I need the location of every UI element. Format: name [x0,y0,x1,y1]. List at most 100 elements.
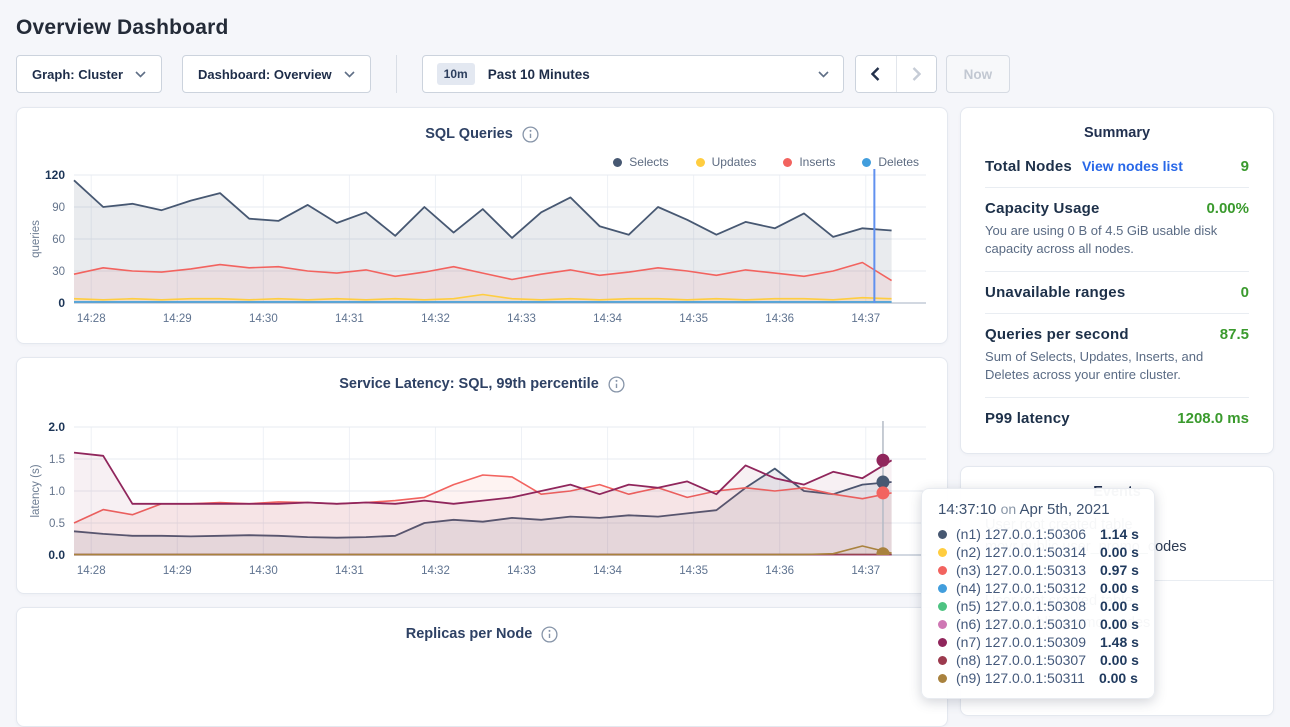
tooltip-row: (n8) 127.0.0.1:50307 0.00 s [938,651,1139,669]
replicas-per-node-chart-panel: Replicas per Node [16,607,949,727]
graph-dropdown[interactable]: Graph: Cluster [16,55,163,93]
info-icon[interactable] [541,625,558,643]
summary-label: Unavailable ranges [985,283,1126,301]
prev-time-button[interactable] [855,56,896,92]
summary-panel: Summary Total Nodes View nodes list 9 Ca… [960,107,1274,454]
dashboard-dropdown-label: Dashboard: Overview [198,66,332,82]
svg-text:14:37: 14:37 [851,565,880,577]
now-button[interactable]: Now [945,55,1011,93]
svg-text:90: 90 [52,202,65,214]
summary-row-unavailable-ranges: Unavailable ranges 0 [985,270,1249,313]
legend-dot-icon [783,157,793,167]
summary-row-total-nodes: Total Nodes View nodes list 9 [985,146,1249,187]
node-color-dot-icon [938,565,947,575]
time-range-label: Past 10 Minutes [487,66,590,82]
summary-value: 87.5 [1219,325,1249,343]
legend-dot-icon [862,157,872,167]
svg-text:14:35: 14:35 [679,565,708,577]
node-color-dot-icon [938,529,947,539]
svg-text:0.0: 0.0 [48,548,65,562]
summary-label: Total Nodes [985,158,1072,175]
chart-header: Service Latency: SQL, 99th percentile [17,358,947,393]
legend-item[interactable]: Updates [695,155,757,169]
chevron-down-icon [344,70,355,78]
chevron-right-icon [912,67,921,81]
chart-title: SQL Queries [425,126,513,142]
toolbar: Graph: Cluster Dashboard: Overview 10m P… [16,55,1274,93]
chart-header: Replicas per Node [17,608,947,643]
node-color-dot-icon [938,655,947,665]
tooltip-header: 14:37:10 on Apr 5th, 2021 [938,501,1110,518]
summary-caption: You are using 0 B of 4.5 GiB usable disk… [985,223,1218,257]
service-latency-chart[interactable]: 0.0 0.5 1.0 1.5 2.0 14:28 14:29 14:30 14:31 14:32… [26,417,938,585]
svg-text:14:36: 14:36 [765,565,794,577]
legend-label: Inserts [799,155,836,169]
tooltip-row: (n5) 127.0.0.1:50308 0.00 s [938,597,1139,615]
summary-label: P99 latency [985,409,1070,427]
time-range-badge: 10m [436,63,475,85]
svg-text:30: 30 [52,266,65,278]
tooltip-row: (n7) 127.0.0.1:50309 1.48 s [938,633,1139,651]
sql-queries-chart[interactable]: 0 30 60 90 120 14:28 14:29 14:30 14:31 14:32 14:33… [26,165,938,333]
view-nodes-list-link[interactable]: View nodes list [1081,158,1183,174]
svg-text:60: 60 [52,234,65,246]
node-color-dot-icon [938,601,947,611]
svg-text:14:28: 14:28 [77,313,106,325]
tooltip-row: (n2) 127.0.0.1:50314 0.00 s [938,543,1139,561]
summary-row-queries-per-second: Queries per second 87.5 Sum of Selects, … [985,312,1249,397]
page-title: Overview Dashboard [16,16,229,39]
info-icon[interactable] [522,125,539,143]
chevron-down-icon [135,70,146,78]
node-color-dot-icon [938,619,947,629]
chart-title: Replicas per Node [405,626,533,642]
legend-label: Selects [629,155,669,169]
chart-header: SQL Queries [17,108,947,143]
svg-text:14:29: 14:29 [163,313,192,325]
svg-text:14:33: 14:33 [507,565,536,577]
legend-label: Updates [711,155,757,169]
info-icon[interactable] [608,375,625,393]
legend-item[interactable]: Deletes [862,155,919,169]
svg-text:latency (s): latency (s) [30,464,42,517]
svg-text:14:31: 14:31 [335,313,364,325]
node-color-dot-icon [938,547,947,557]
graph-dropdown-label: Graph: Cluster [32,66,124,82]
summary-value: 9 [1240,158,1249,175]
svg-text:14:33: 14:33 [507,313,536,325]
chevron-left-icon [871,67,880,81]
next-time-button[interactable] [895,56,936,92]
summary-row-p99-latency: P99 latency 1208.0 ms [985,396,1249,439]
charts-column: SQL Queries Selects Updates Inserts Deletes… [16,107,949,727]
legend-dot-icon [613,157,623,167]
summary-label: Capacity Usage [985,200,1100,217]
svg-text:14:34: 14:34 [593,313,622,325]
time-range-picker[interactable]: 10m Past 10 Minutes [421,55,844,93]
svg-text:14:30: 14:30 [249,313,278,325]
chevron-down-icon [818,71,829,78]
summary-value: 0 [1240,283,1249,301]
node-color-dot-icon [938,673,947,683]
sql-queries-chart-panel: SQL Queries Selects Updates Inserts Deletes… [16,107,949,344]
svg-text:14:32: 14:32 [421,565,450,577]
svg-text:14:35: 14:35 [679,313,708,325]
svg-text:14:32: 14:32 [421,313,450,325]
chart-title: Service Latency: SQL, 99th percentile [339,376,599,392]
svg-text:14:31: 14:31 [335,565,364,577]
svg-text:1.0: 1.0 [49,486,65,498]
chart-legend: Selects Updates Inserts Deletes [613,155,919,169]
legend-item[interactable]: Inserts [783,155,835,169]
svg-text:2.0: 2.0 [48,420,65,434]
svg-text:0: 0 [58,296,65,310]
node-color-dot-icon [938,583,947,593]
time-step-buttons [854,55,937,93]
svg-text:14:34: 14:34 [593,565,622,577]
summary-title: Summary [1083,125,1151,141]
summary-value: 0.00% [1206,200,1249,217]
dashboard-dropdown[interactable]: Dashboard: Overview [182,55,371,93]
svg-text:120: 120 [45,168,65,182]
legend-dot-icon [695,157,705,167]
svg-text:14:36: 14:36 [765,313,794,325]
tooltip-row: (n6) 127.0.0.1:50310 0.00 s [938,615,1139,633]
svg-text:14:37: 14:37 [851,313,880,325]
legend-item[interactable]: Selects [613,155,669,169]
